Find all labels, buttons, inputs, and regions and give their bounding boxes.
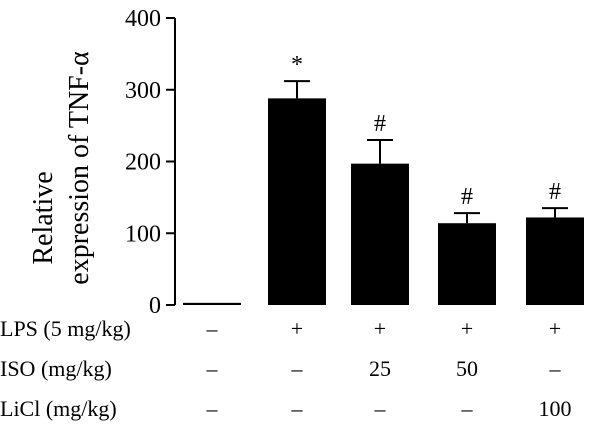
y-tick-label: 100 — [125, 221, 161, 247]
bars — [183, 98, 584, 305]
condition-cell: – — [206, 356, 218, 381]
condition-cell: – — [206, 396, 218, 421]
condition-cell: – — [291, 356, 303, 381]
condition-cell: – — [206, 316, 218, 341]
bar-1 — [183, 302, 241, 305]
condition-cell: – — [374, 396, 386, 421]
condition-cell: – — [291, 396, 303, 421]
y-tick-label: 200 — [125, 150, 161, 176]
bar-5 — [526, 217, 584, 305]
bar-3 — [351, 163, 409, 305]
condition-cell: – — [461, 396, 473, 421]
condition-row-label: LiCl (mg/kg) — [0, 396, 117, 421]
condition-row-label: ISO (mg/kg) — [0, 356, 112, 381]
condition-cell: + — [460, 316, 474, 341]
significance-markers: * # # # — [291, 52, 561, 210]
condition-cell: 50 — [456, 356, 478, 381]
y-axis-label-line2: expression of TNF-α — [64, 51, 95, 285]
condition-cell: + — [548, 316, 562, 341]
condition-cell: 100 — [538, 396, 572, 421]
condition-row-label: LPS (5 mg/kg) — [0, 316, 131, 341]
y-axis-label-line1: Relative — [28, 171, 59, 264]
condition-cell: + — [290, 316, 304, 341]
condition-cell: + — [373, 316, 387, 341]
condition-cell: 25 — [369, 356, 391, 381]
axes: 0 100 200 300 400 — [125, 6, 176, 319]
significance-marker-3: # — [374, 111, 386, 137]
condition-cell: – — [549, 356, 561, 381]
y-tick-label: 400 — [125, 6, 161, 32]
significance-marker-5: # — [549, 179, 561, 205]
significance-marker-2: * — [291, 52, 303, 78]
y-tick-label: 300 — [125, 78, 161, 104]
significance-marker-4: # — [461, 184, 473, 210]
bar-2 — [268, 98, 326, 305]
y-tick-label: 0 — [149, 293, 161, 319]
bar-4 — [438, 223, 496, 305]
error-bars — [284, 80, 568, 224]
